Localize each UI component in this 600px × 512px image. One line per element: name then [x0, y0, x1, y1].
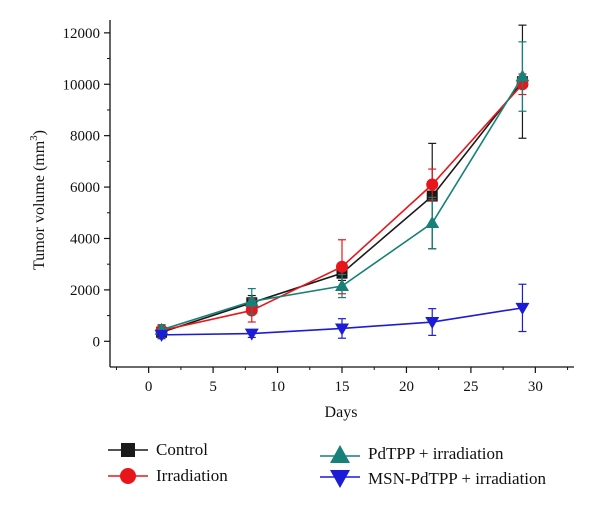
data-point-pdtpp-irradiation	[515, 69, 530, 82]
x-tick-label: 5	[209, 379, 217, 395]
legend-item-irradiation: Irradiation	[106, 466, 228, 486]
y-axis-label: Tumor volume (mm3)	[28, 130, 48, 270]
y-tick-label: 8000	[70, 129, 100, 145]
y-tick-label: 10000	[63, 77, 101, 93]
x-tick-label: 10	[270, 379, 285, 395]
data-point-msn-pdtpp-irradiation	[425, 317, 440, 330]
y-axis-label-superscript: 3	[28, 135, 40, 141]
data-point-msn-pdtpp-irradiation	[335, 323, 349, 336]
legend-label-control: Control	[156, 440, 208, 459]
data-point-msn-pdtpp-irradiation	[515, 302, 530, 315]
y-tick-label: 0	[93, 334, 101, 350]
data-point-msn-pdtpp-irradiation	[154, 329, 169, 342]
legend-item-control: Control	[106, 440, 208, 460]
x-tick-label: 30	[528, 379, 543, 395]
x-tick-label: 0	[145, 379, 153, 395]
data-point-pdtpp-irradiation	[244, 294, 259, 307]
y-tick-label: 2000	[70, 283, 100, 299]
data-point-pdtpp-irradiation	[335, 279, 349, 292]
legend-triangle-down-marker-icon	[320, 470, 360, 488]
y-tick-label: 6000	[70, 180, 100, 196]
x-axis-label: Days	[325, 404, 358, 421]
legend-square-marker-icon	[108, 443, 148, 457]
y-tick-label: 4000	[70, 231, 100, 247]
x-tick-label: 15	[335, 379, 350, 395]
legend-label-pdtpp: PdTPP + irradiation	[368, 444, 504, 463]
x-tick-label: 20	[399, 379, 414, 395]
data-point-irradiation	[336, 260, 348, 273]
legend-circle-marker-icon	[108, 468, 148, 484]
y-tick-label: 12000	[63, 26, 101, 42]
legend-label-msn-pdtpp: MSN-PdTPP + irradiation	[368, 469, 547, 488]
x-tick-label: 25	[463, 379, 478, 395]
legend-triangle-up-marker-icon	[320, 445, 360, 463]
legend-item-pdtpp: PdTPP + irradiation	[318, 443, 504, 465]
data-point-msn-pdtpp-irradiation	[244, 328, 259, 341]
data-point-pdtpp-irradiation	[425, 216, 440, 229]
legend-label-irradiation: Irradiation	[156, 466, 228, 485]
legend-item-msn-pdtpp: MSN-PdTPP + irradiation	[318, 468, 546, 490]
tumor-volume-chart: Tumor volume (mm3) Days 0 2000 4000 6000 800…	[28, 20, 574, 421]
data-point-irradiation	[426, 178, 439, 191]
